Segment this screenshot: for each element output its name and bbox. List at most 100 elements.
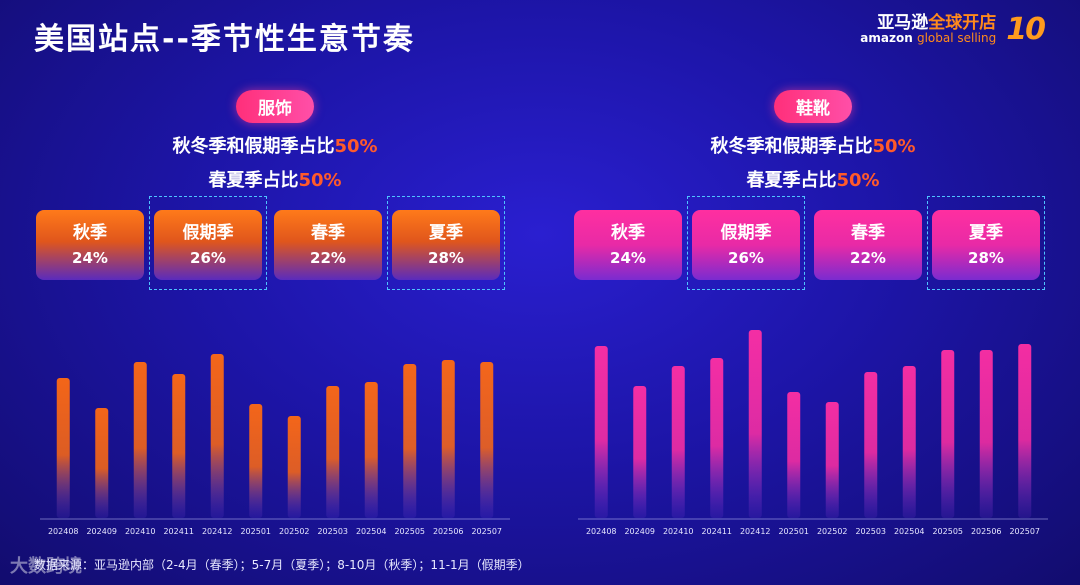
- season-value: 26%: [728, 248, 764, 267]
- season-cards: 秋季 24% 假期季 26% 春季 22% 夏季 28%: [30, 196, 520, 290]
- monthly-bar-chart-apparel: 202408 202409 202410 202411 202412 202501 2025…: [30, 310, 520, 540]
- season-card-autumn: 秋季 24%: [36, 210, 144, 280]
- summer-highlight-box: [387, 196, 505, 290]
- season-card-summer: 夏季 28%: [932, 210, 1040, 280]
- bar-202503: [326, 386, 340, 518]
- season-cards: 秋季 24% 假期季 26% 春季 22% 夏季 28%: [568, 196, 1058, 290]
- share-line-1-pct: 50%: [872, 136, 916, 157]
- holiday-highlight-box: [149, 196, 267, 290]
- season-value: 26%: [190, 248, 226, 267]
- holiday-highlight-box: [687, 196, 805, 290]
- bar-202502: [825, 402, 839, 518]
- share-line-2-text: 春夏季占比: [208, 170, 299, 191]
- brand-en-main: amazon: [860, 31, 913, 46]
- bar-202501: [787, 392, 801, 518]
- share-line-1-text: 秋冬季和假期季占比: [172, 136, 335, 157]
- bar-202507: [480, 362, 494, 518]
- brand-cn-accent: 全球开店: [928, 12, 997, 33]
- x-tick-label: 202410: [663, 527, 694, 536]
- panel-apparel: 服饰 秋冬季和假期季占比50% 春夏季占比50% 秋季 24% 假期季 26% 春季…: [30, 90, 520, 540]
- x-tick-label: 202411: [701, 527, 732, 536]
- x-tick-label: 202505: [394, 527, 425, 536]
- share-line-2-text: 春夏季占比: [746, 170, 837, 191]
- bar-202408: [56, 378, 70, 518]
- season-value: 24%: [610, 248, 646, 267]
- season-card-summer: 夏季 28%: [392, 210, 500, 280]
- season-label: 秋季: [611, 223, 645, 243]
- bar-202409: [633, 386, 647, 518]
- x-tick-label: 202409: [624, 527, 655, 536]
- bar-chart-svg: 202408 202409 202410 202411 202412 202501 2025…: [578, 330, 1048, 536]
- data-source-footnote: 数据来源：亚马逊内部（2-4月（春季）；5-7月（夏季）；8-10月（秋季）；1…: [34, 558, 530, 572]
- x-tick-label: 202506: [433, 527, 464, 536]
- share-line-1: 秋冬季和假期季占比50%: [30, 132, 520, 158]
- season-value: 22%: [310, 248, 346, 267]
- brand-cn-main: 亚马逊: [877, 12, 929, 33]
- x-tick-label: 202503: [317, 527, 348, 536]
- share-line-2-pct: 50%: [298, 170, 342, 191]
- x-tick-label: 202507: [471, 527, 502, 536]
- x-tick-label: 202501: [240, 527, 271, 536]
- season-card-holiday: 假期季 26%: [154, 210, 262, 280]
- bar-202411: [172, 374, 186, 518]
- page-title: 美国站点--季节性生意节奏: [34, 22, 415, 57]
- bar-202501: [249, 404, 263, 518]
- season-card-holiday: 假期季 26%: [692, 210, 800, 280]
- brand-logo: 亚马逊全球开店 amazon global selling 10: [860, 12, 1046, 47]
- share-line-2: 春夏季占比50%: [30, 166, 520, 192]
- brand-en: amazon global selling: [860, 32, 996, 45]
- season-label: 秋季: [73, 223, 107, 243]
- brand-text: 亚马逊全球开店 amazon global selling: [860, 12, 997, 46]
- category-pill: 鞋靴: [774, 90, 852, 123]
- season-label: 假期季: [182, 223, 234, 243]
- x-tick-label: 202503: [855, 527, 886, 536]
- bar-202410: [671, 366, 685, 518]
- bar-202505: [403, 364, 417, 518]
- share-line-1-text: 秋冬季和假期季占比: [710, 136, 873, 157]
- season-label: 春季: [851, 223, 885, 243]
- bar-202410: [133, 362, 147, 518]
- x-tick-label: 202502: [817, 527, 848, 536]
- share-line-1-pct: 50%: [334, 136, 378, 157]
- x-tick-label: 202501: [778, 527, 809, 536]
- bar-202502: [287, 416, 301, 518]
- season-label: 夏季: [969, 223, 1003, 243]
- bar-202507: [1018, 344, 1032, 518]
- season-value: 24%: [72, 248, 108, 267]
- bar-202506: [979, 350, 993, 518]
- bar-202504: [902, 366, 916, 518]
- season-value: 28%: [968, 248, 1004, 267]
- share-line-2-pct: 50%: [836, 170, 880, 191]
- bar-202411: [710, 358, 724, 518]
- x-tick-label: 202410: [125, 527, 156, 536]
- bar-202412: [210, 354, 224, 518]
- x-tick-label: 202409: [86, 527, 117, 536]
- x-tick-label: 202507: [1009, 527, 1040, 536]
- season-value: 22%: [850, 248, 886, 267]
- category-pill: 服饰: [236, 90, 314, 123]
- summer-highlight-box: [927, 196, 1045, 290]
- bar-202503: [864, 372, 878, 518]
- bar-202412: [748, 330, 762, 518]
- brand-cn: 亚马逊全球开店: [877, 12, 997, 33]
- share-line-2: 春夏季占比50%: [568, 166, 1058, 192]
- watermark: 大数跨境: [10, 556, 82, 577]
- season-label: 夏季: [429, 223, 463, 243]
- bar-202409: [95, 408, 109, 518]
- x-tick-label: 202408: [48, 527, 79, 536]
- season-card-spring: 春季 22%: [814, 210, 922, 280]
- x-tick-label: 202504: [894, 527, 925, 536]
- x-tick-label: 202506: [971, 527, 1002, 536]
- season-card-autumn: 秋季 24%: [574, 210, 682, 280]
- bar-202505: [941, 350, 955, 518]
- monthly-bar-chart-footwear: 202408 202409 202410 202411 202412 202501 2025…: [568, 310, 1058, 540]
- bar-202504: [364, 382, 378, 518]
- x-tick-label: 202412: [202, 527, 233, 536]
- season-label: 春季: [311, 223, 345, 243]
- bar-chart-svg: 202408 202409 202410 202411 202412 202501 2025…: [40, 354, 510, 536]
- season-card-spring: 春季 22%: [274, 210, 382, 280]
- x-tick-label: 202411: [163, 527, 194, 536]
- panel-footwear: 鞋靴 秋冬季和假期季占比50% 春夏季占比50% 秋季 24% 假期季 26% 春季…: [568, 90, 1058, 540]
- bar-202408: [594, 346, 608, 518]
- x-tick-label: 202505: [932, 527, 963, 536]
